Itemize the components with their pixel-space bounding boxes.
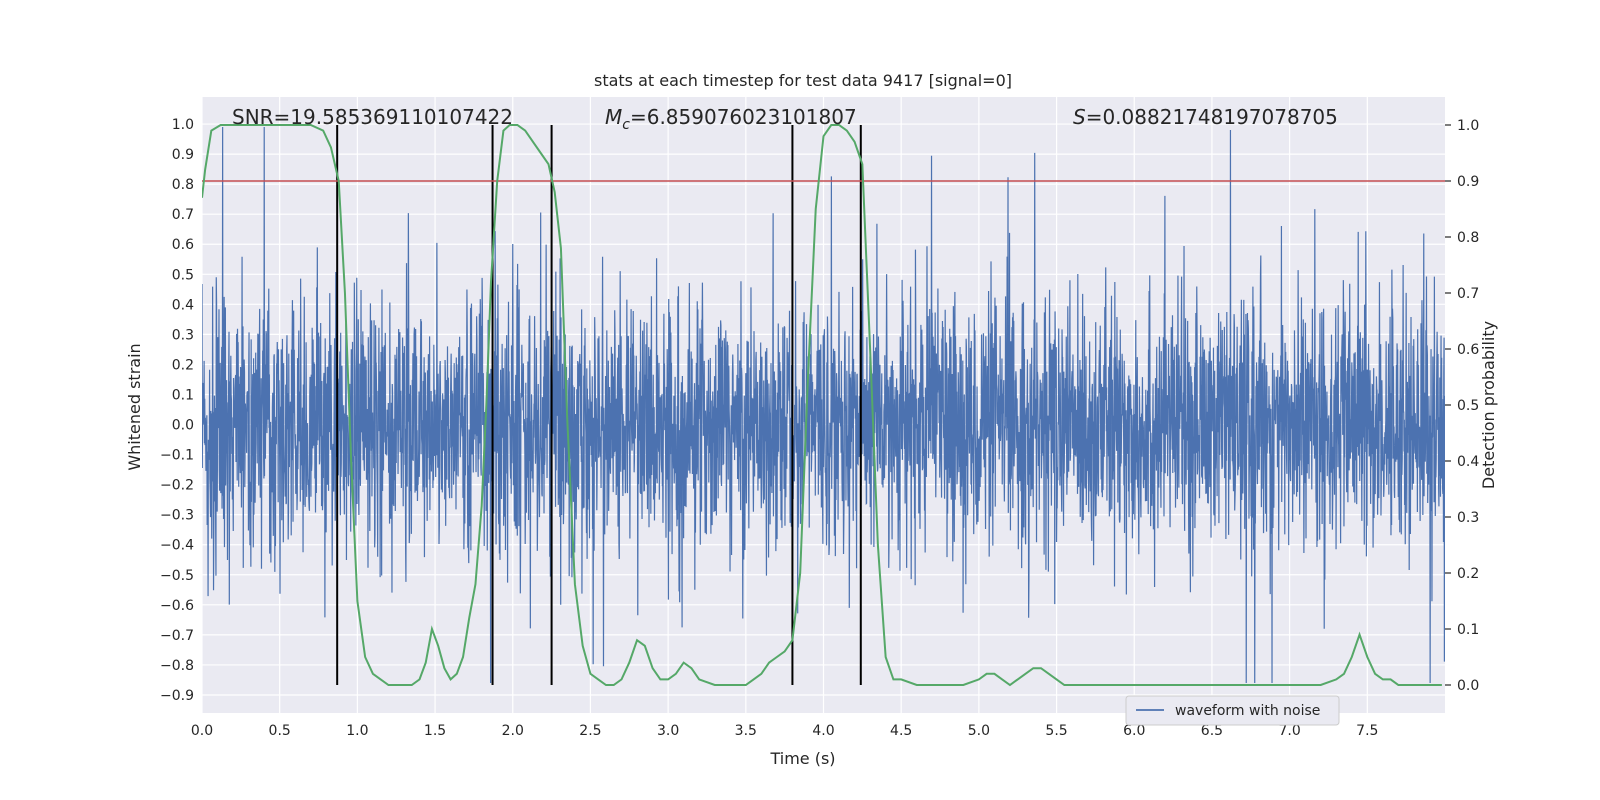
s-annotation: S=0.08821748197078705 <box>1073 105 1338 129</box>
y-right-tick-label: 0.5 <box>1457 398 1479 414</box>
x-tick-label: 1.0 <box>346 723 368 739</box>
y-right-tick-label: 0.1 <box>1457 622 1479 638</box>
chirp-mass-value: =6.859076023101807 <box>630 105 857 129</box>
x-tick-label: 6.5 <box>1201 723 1223 739</box>
y-right-tick-label: 0.4 <box>1457 454 1479 470</box>
y-left-tick-label: 0.0 <box>172 418 194 434</box>
snr-annotation: SNR=19.585369110107422 <box>232 105 513 129</box>
y-left-tick-label: 1.0 <box>172 117 194 133</box>
y-right-tick-label: 1.0 <box>1457 118 1479 134</box>
vertical-markers <box>336 125 862 685</box>
x-tick-label: 0.0 <box>191 723 213 739</box>
y-right-tick-label: 0.6 <box>1457 342 1479 358</box>
x-tick-label: 0.5 <box>269 723 291 739</box>
tick-layer: 0.0 0.5 1.0 1.5 2.0 2.5 3.0 3.5 4.0 4.5 5.0 5.5 6.0 6… <box>160 117 1479 739</box>
y-left-tick-label: −0.4 <box>160 538 194 554</box>
y-left-tick-label: 0.1 <box>172 387 194 403</box>
y-left-tick-label: −0.3 <box>160 508 194 524</box>
y-right-tick-label: 0.7 <box>1457 286 1479 302</box>
y-left-tick-label: −0.2 <box>160 478 194 494</box>
y-left-tick-label: −0.8 <box>160 658 194 674</box>
x-tick-label: 2.5 <box>579 723 601 739</box>
y-left-tick-label: 0.4 <box>172 297 194 313</box>
x-tick-label: 7.0 <box>1278 723 1300 739</box>
x-tick-label: 3.0 <box>657 723 679 739</box>
y-right-tick-label: 0.9 <box>1457 174 1479 190</box>
x-axis-label: Time (s) <box>769 749 835 768</box>
y-axis-label-left: Whitened strain <box>125 343 144 470</box>
y-left-tick-label: −0.6 <box>160 598 194 614</box>
probability-series-line <box>202 124 1442 687</box>
y-axis-label-right: Detection probability <box>1479 321 1498 489</box>
x-tick-label: 7.5 <box>1356 723 1378 739</box>
x-tick-label: 6.0 <box>1123 723 1145 739</box>
x-tick-label: 4.0 <box>812 723 834 739</box>
y-left-tick-label: 0.2 <box>172 357 194 373</box>
plot-area <box>202 124 1445 687</box>
y-right-tick-label: 0.3 <box>1457 510 1479 526</box>
y-right-tick-label: 0.2 <box>1457 566 1479 582</box>
y-right-tick-label: 0.8 <box>1457 230 1479 246</box>
chart-title: stats at each timestep for test data 941… <box>594 71 1012 90</box>
s-symbol: S <box>1073 105 1086 129</box>
y-left-tick-label: 0.7 <box>172 207 194 223</box>
y-left-tick-label: 0.8 <box>172 177 194 193</box>
x-tick-label: 4.5 <box>890 723 912 739</box>
x-tick-label: 5.5 <box>1045 723 1067 739</box>
chirp-mass-subscript: c <box>622 117 630 133</box>
chirp-mass-annotation: Mc=6.859076023101807 <box>605 105 857 133</box>
y-left-tick-label: −0.7 <box>160 628 194 644</box>
y-left-tick-label: −0.9 <box>160 688 194 704</box>
x-tick-label: 2.0 <box>502 723 524 739</box>
x-tick-label: 5.0 <box>968 723 990 739</box>
y-left-tick-label: 0.5 <box>172 267 194 283</box>
chirp-mass-symbol: M <box>605 105 622 129</box>
y-left-tick-label: −0.5 <box>160 568 194 584</box>
x-tick-label: 3.5 <box>735 723 757 739</box>
legend: waveform with noise <box>1125 695 1340 726</box>
legend-box <box>1125 695 1340 726</box>
y-left-tick-label: 0.3 <box>172 327 194 343</box>
y-left-tick-label: −0.1 <box>160 448 194 464</box>
y-right-tick-label: 0.0 <box>1457 678 1479 694</box>
legend-label: waveform with noise <box>1175 703 1320 719</box>
waveform-series-line <box>202 127 1445 683</box>
y-left-tick-label: 0.6 <box>172 237 194 253</box>
x-tick-label: 1.5 <box>424 723 446 739</box>
s-value: =0.08821748197078705 <box>1086 105 1338 129</box>
y-left-tick-label: 0.9 <box>172 147 194 163</box>
